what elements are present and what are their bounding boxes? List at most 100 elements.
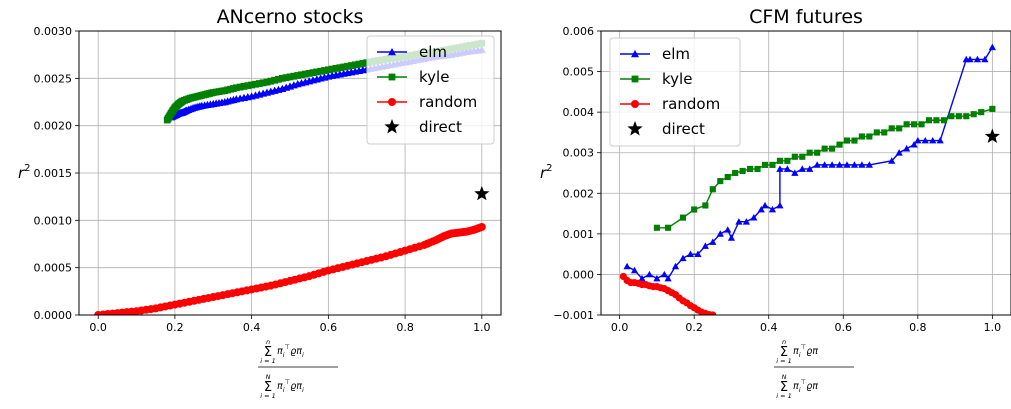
data-point-kyle: [359, 60, 367, 67]
y-tick-label: 0.0000: [34, 309, 73, 322]
numerator-sum-lower: i = 1: [260, 357, 276, 365]
data-point-kyle: [290, 72, 298, 80]
data-point-elm: [768, 205, 777, 213]
data-point-kyle: [769, 161, 776, 168]
x-tick-label: 0.2: [685, 321, 703, 334]
data-point-random: [477, 222, 486, 231]
data-point-elm: [966, 55, 974, 63]
x-tick-label: 0.8: [909, 321, 927, 334]
data-point-kyle: [851, 137, 858, 144]
data-point-elm: [821, 161, 829, 168]
data-point-kyle: [925, 117, 933, 124]
data-point-kyle: [970, 111, 977, 118]
y-tick-label: 0.0010: [34, 214, 73, 227]
data-point-kyle: [355, 60, 363, 68]
data-point-kyle: [717, 178, 724, 185]
legend-box: [609, 37, 741, 147]
data-point-kyle: [340, 63, 348, 71]
data-point-elm: [742, 218, 750, 225]
data-point-kyle: [691, 206, 698, 213]
chart-ancerno-stocks: 0.0 0.2 0.4 0.6 0.8 1.0 0.0000 0.0005 0.0010 0.00…: [18, 6, 502, 400]
data-point-kyle: [271, 76, 279, 84]
legend-marker-elm: [388, 48, 396, 56]
data-point-kyle: [955, 113, 962, 120]
legend-label-direct: direct: [662, 120, 705, 138]
data-point-kyle: [332, 64, 340, 72]
data-point-kyle: [351, 61, 359, 69]
data-point-elm: [630, 266, 639, 274]
data-point-elm: [835, 161, 844, 168]
y-tick-label: 0.0030: [34, 25, 73, 38]
legend-marker-random: [388, 98, 396, 106]
legend-label-direct: direct: [419, 118, 462, 136]
data-point-elm: [843, 161, 851, 168]
data-point-elm: [735, 218, 743, 225]
y-tick-label: 0.002: [563, 187, 595, 200]
data-point-kyle: [963, 113, 970, 120]
legend-marker-elm: [631, 50, 639, 58]
data-point-kyle: [918, 121, 925, 128]
x-tick-label: 0.8: [396, 321, 414, 334]
data-point-elm: [686, 250, 695, 258]
data-point-elm: [921, 136, 929, 144]
data-point-kyle: [948, 113, 955, 120]
x-tick-label: 0.0: [89, 321, 107, 334]
y-tick-label: 0.006: [563, 25, 595, 38]
data-point-kyle: [940, 117, 947, 124]
denominator-sigma: Σ: [264, 380, 272, 395]
legend-marker-kyle: [388, 73, 396, 81]
data-point-kyle: [321, 67, 328, 74]
data-point-elm: [865, 161, 873, 168]
data-point-elm: [895, 149, 903, 156]
data-point-kyle: [739, 167, 746, 175]
data-point-elm: [638, 274, 646, 282]
x-tick-label: 1.0: [473, 321, 491, 334]
y-axis-label: r2: [18, 163, 31, 182]
data-point-elm: [653, 274, 661, 282]
data-point-kyle: [989, 105, 996, 112]
data-point-kyle: [873, 129, 880, 136]
data-point-elm: [850, 161, 859, 168]
data-point-elm: [783, 165, 791, 172]
data-point-kyle: [240, 82, 248, 90]
data-point-elm: [757, 205, 765, 213]
data-point-kyle: [829, 145, 836, 152]
legend-label-kyle: kyle: [662, 70, 692, 88]
legend-marker-direct: [384, 119, 400, 134]
data-point-kyle: [298, 71, 305, 79]
data-point-elm: [791, 169, 799, 176]
data-point-kyle: [267, 77, 275, 85]
data-point-kyle: [866, 133, 873, 140]
data-point-kyle: [903, 121, 910, 128]
data-point-random: [709, 311, 717, 315]
data-point-kyle: [252, 80, 259, 88]
data-point-elm: [716, 230, 724, 237]
legend-label-random: random: [419, 93, 477, 111]
data-point-kyle: [255, 80, 263, 87]
x-tick-label: 0.2: [166, 321, 184, 334]
series-line-random: [98, 225, 483, 315]
data-point-elm: [694, 250, 702, 258]
data-point-elm: [903, 145, 911, 152]
data-point-elm: [914, 136, 922, 144]
chart-title: CFM futures: [749, 6, 863, 28]
data-point-elm: [623, 262, 631, 270]
data-point-elm: [750, 214, 758, 221]
legend-label-elm: elm: [419, 43, 447, 61]
data-point-kyle: [259, 79, 267, 87]
y-tick-label: 0.004: [563, 106, 595, 119]
y-tick-label: 0.0025: [34, 72, 73, 85]
data-point-elm: [798, 165, 806, 172]
data-point-kyle: [724, 173, 731, 181]
data-point-kyle: [776, 157, 783, 164]
data-point-elm: [929, 136, 937, 144]
y-tick-label: 0.001: [563, 228, 595, 241]
numerator-sum-lower: i = 1: [776, 357, 792, 365]
numerator-term: πi⊤ϱπi: [277, 343, 304, 359]
data-point-kyle: [294, 72, 302, 79]
data-point-kyle: [679, 214, 687, 221]
data-point-kyle: [347, 62, 355, 69]
